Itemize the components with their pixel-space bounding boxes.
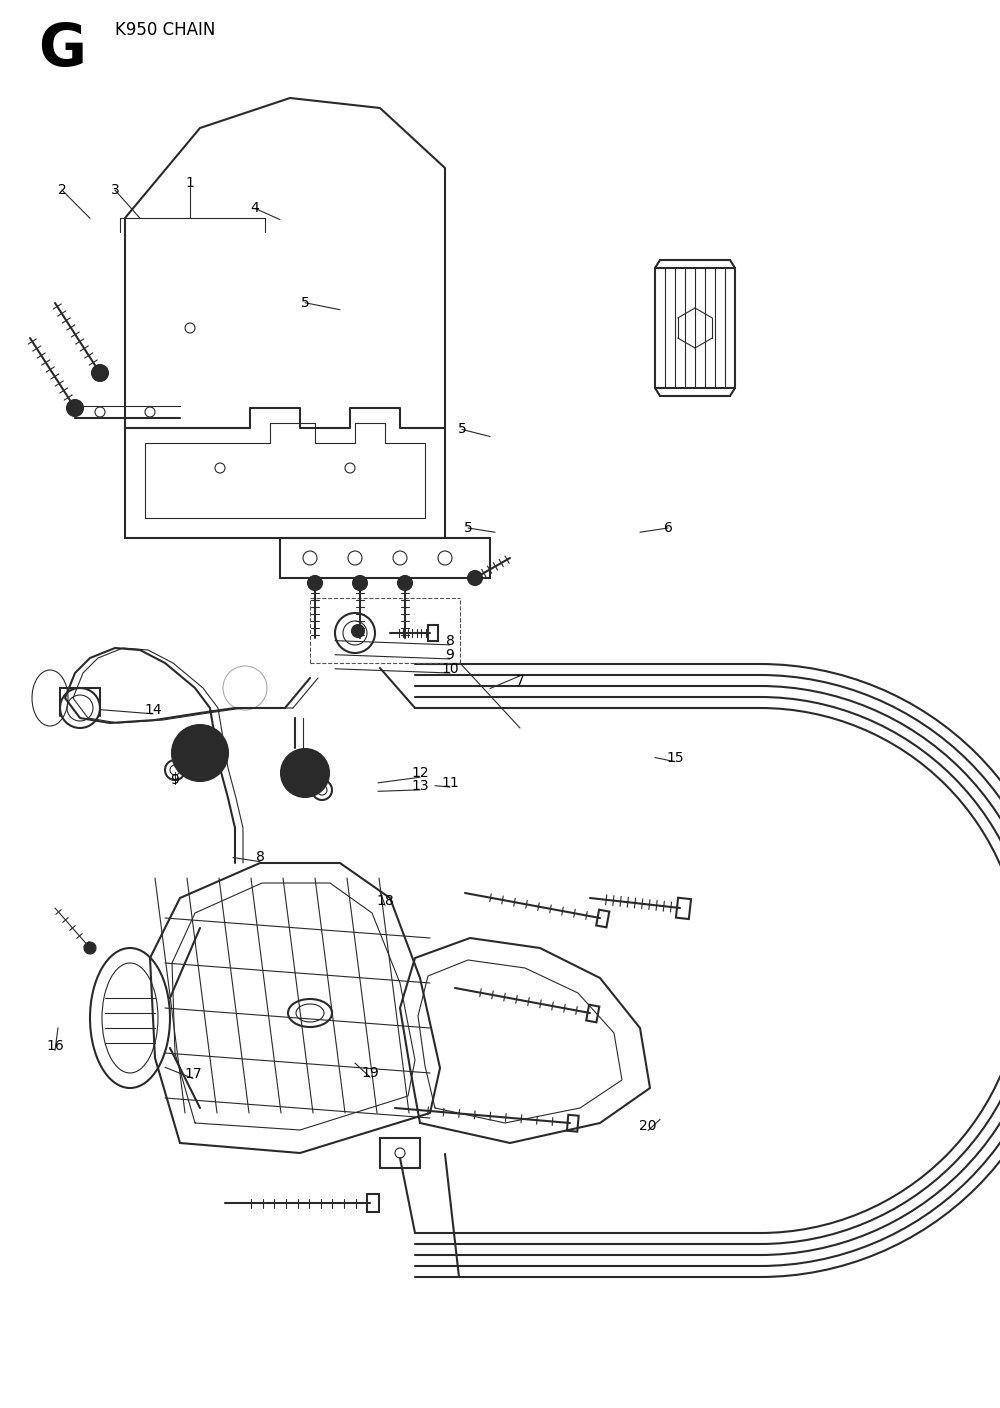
- Circle shape: [352, 625, 364, 636]
- Text: 3: 3: [111, 183, 119, 197]
- Text: 11: 11: [441, 776, 459, 790]
- Text: 9: 9: [446, 648, 454, 662]
- Circle shape: [92, 365, 108, 382]
- Text: 16: 16: [46, 1039, 64, 1053]
- Circle shape: [281, 749, 329, 797]
- Text: 8: 8: [446, 634, 454, 648]
- Circle shape: [308, 576, 322, 590]
- Text: 5: 5: [458, 422, 466, 436]
- Text: 4: 4: [251, 201, 259, 215]
- Circle shape: [84, 942, 96, 955]
- Text: 2: 2: [58, 183, 66, 197]
- Text: 9: 9: [171, 773, 179, 787]
- Text: 15: 15: [666, 750, 684, 765]
- Text: K950 CHAIN: K950 CHAIN: [115, 21, 215, 39]
- Text: 14: 14: [144, 703, 162, 717]
- Text: 10: 10: [441, 662, 459, 676]
- Text: 5: 5: [301, 296, 309, 310]
- Text: 18: 18: [376, 894, 394, 908]
- Text: 20: 20: [639, 1119, 657, 1133]
- Circle shape: [398, 576, 412, 590]
- Circle shape: [67, 400, 83, 415]
- Text: G: G: [38, 21, 86, 77]
- Circle shape: [468, 572, 482, 584]
- Text: 7: 7: [516, 674, 524, 689]
- Text: 6: 6: [664, 521, 672, 535]
- Text: 12: 12: [411, 766, 429, 780]
- Text: 19: 19: [361, 1066, 379, 1080]
- Text: 13: 13: [411, 779, 429, 793]
- Circle shape: [353, 576, 367, 590]
- Text: 8: 8: [256, 850, 264, 865]
- Text: 1: 1: [186, 176, 194, 190]
- Circle shape: [172, 725, 228, 781]
- Text: 5: 5: [464, 521, 472, 535]
- Text: 17: 17: [184, 1067, 202, 1081]
